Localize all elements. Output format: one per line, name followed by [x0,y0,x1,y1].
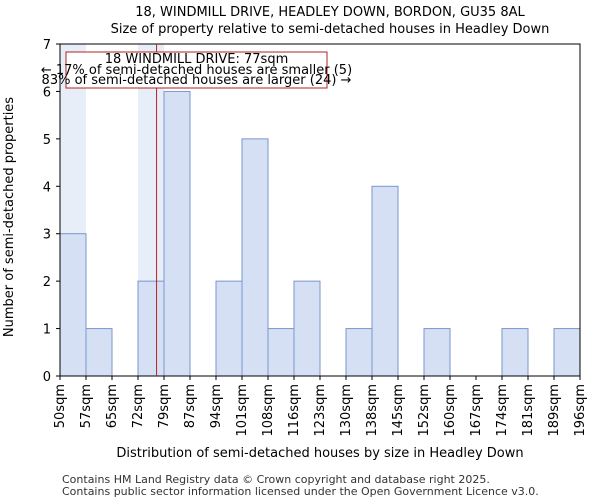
x-tick-label: 101sqm [235,384,250,437]
x-tick-label: 65sqm [105,384,120,428]
footer-line-2: Contains public sector information licen… [62,485,539,498]
x-tick-label: 79sqm [157,384,172,428]
chart-title: 18, WINDMILL DRIVE, HEADLEY DOWN, BORDON… [135,5,525,20]
histogram-bar [267,328,295,377]
x-tick-label: 94sqm [209,384,224,428]
x-tick-label: 160sqm [443,384,458,437]
x-tick-label: 138sqm [365,384,380,437]
histogram-bar [59,233,87,377]
annotation-box [65,51,328,89]
y-axis-label: Number of semi-detached properties [2,97,17,337]
chart-subtitle: Size of property relative to semi-detach… [111,22,550,37]
x-tick-label: 87sqm [183,384,198,428]
x-tick-label: 152sqm [417,384,432,437]
x-tick-label: 189sqm [547,384,562,437]
annotation-line-1: 18 WINDMILL DRIVE: 77sqm [105,52,289,67]
x-tick-label: 145sqm [391,384,406,437]
y-tick-label: 4 [43,180,51,195]
histogram-bar [241,138,269,377]
x-tick-label: 116sqm [287,384,302,437]
y-tick-label: 7 [43,38,51,53]
histogram-bar [215,280,243,377]
x-tick-label: 57sqm [79,384,94,428]
histogram-bar [293,280,321,377]
x-tick-label: 50sqm [53,384,68,428]
x-tick-label: 72sqm [131,384,146,428]
footer-line-1: Contains HM Land Registry data © Crown c… [62,473,490,486]
x-tick-label: 181sqm [521,384,536,437]
histogram-bar [371,185,399,377]
histogram-bar [345,328,373,377]
y-tick-label: 0 [43,370,51,385]
x-tick-label: 130sqm [339,384,354,437]
y-tick-label: 5 [43,133,51,148]
x-axis-label: Distribution of semi-detached houses by … [116,446,523,461]
x-tick-label: 167sqm [469,384,484,437]
x-tick-label: 174sqm [495,384,510,437]
histogram-bar [137,280,165,377]
histogram-bar [501,328,529,377]
y-tick-label: 3 [43,228,51,243]
histogram-bar [163,90,191,377]
x-tick-label: 196sqm [573,384,588,437]
y-tick-label: 2 [43,275,51,290]
histogram-bar [423,328,451,377]
histogram-bar [553,328,581,377]
annotation-line-3: 83% of semi-detached houses are larger (… [42,73,352,88]
y-tick-label: 1 [43,323,51,338]
annotation-line-2: ← 17% of semi-detached houses are smalle… [41,63,352,78]
histogram-bar [85,328,113,377]
x-tick-label: 108sqm [261,384,276,437]
y-tick-label: 6 [43,85,51,100]
x-tick-label: 123sqm [313,384,328,437]
